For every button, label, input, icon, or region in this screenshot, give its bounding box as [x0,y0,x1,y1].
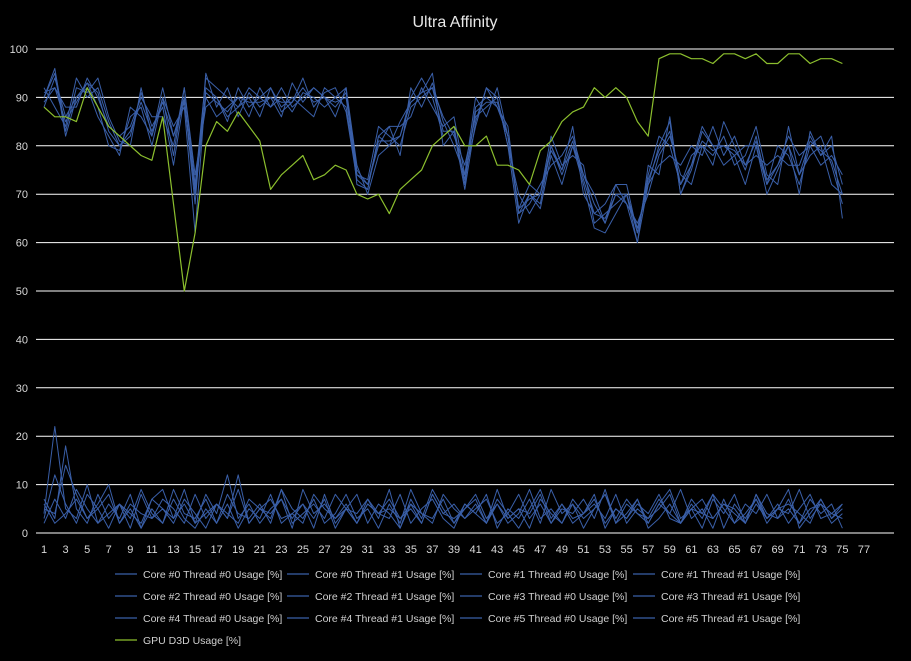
y-tick-label: 100 [10,44,28,56]
legend: Core #0 Thread #0 Usage [%] Core #0 Threa… [115,569,800,647]
x-tick-label: 63 [707,544,719,556]
series-line-1 [43,72,843,244]
y-tick-label: 40 [16,334,28,346]
x-tick-label: 77 [858,544,870,556]
legend-label: Core #4 Thread #1 Usage [%] [315,613,454,625]
y-tick-label: 10 [16,480,28,492]
legend-label: Core #2 Thread #1 Usage [%] [315,591,454,603]
x-tick-label: 55 [621,544,633,556]
x-tick-label: 5 [84,544,90,556]
x-tick-label: 1 [41,544,47,556]
x-tick-label: 7 [106,544,112,556]
x-tick-label: 11 [146,544,157,556]
x-tick-label: 69 [772,544,784,556]
legend-label: Core #3 Thread #0 Usage [%] [488,591,627,603]
series-line-9 [43,67,843,244]
x-tick-label: 47 [534,544,546,556]
y-axis-ticks: 0 10 20 30 40 50 60 70 80 90 100 [10,44,28,540]
series-line-13 [43,53,843,292]
series-line-12 [43,488,843,524]
y-tick-label: 80 [16,141,28,153]
x-tick-label: 67 [750,544,762,556]
y-tick-label: 20 [16,431,28,443]
x-tick-label: 27 [318,544,330,556]
x-tick-label: 33 [383,544,395,556]
x-tick-label: 59 [664,544,676,556]
x-tick-label: 3 [63,544,69,556]
x-tick-label: 37 [426,544,438,556]
x-tick-label: 43 [491,544,503,556]
x-tick-label: 65 [728,544,740,556]
x-tick-label: 57 [642,544,654,556]
series-line-3 [43,72,843,234]
x-tick-label: 29 [340,544,352,556]
series-line-11 [43,82,843,234]
series-line-8 [43,426,843,529]
y-tick-label: 60 [16,238,28,250]
y-tick-label: 70 [16,189,28,201]
series-layer [43,53,843,529]
x-tick-label: 53 [599,544,611,556]
x-tick-label: 23 [275,544,287,556]
y-tick-label: 90 [16,92,28,104]
x-tick-label: 71 [793,544,805,556]
x-tick-label: 45 [513,544,525,556]
y-tick-label: 50 [16,286,28,298]
legend-label: Core #0 Thread #0 Usage [%] [143,569,282,581]
x-tick-label: 75 [836,544,848,556]
legend-label: Core #3 Thread #1 Usage [%] [661,591,800,603]
x-tick-label: 49 [556,544,568,556]
legend-label: Core #2 Thread #0 Usage [%] [143,591,282,603]
x-tick-label: 13 [167,544,179,556]
y-tick-label: 0 [22,528,28,540]
x-tick-label: 15 [189,544,201,556]
x-tick-label: 19 [232,544,244,556]
x-tick-label: 73 [815,544,827,556]
x-tick-label: 21 [254,544,266,556]
legend-label: Core #0 Thread #1 Usage [%] [315,569,454,581]
x-tick-label: 39 [448,544,460,556]
x-tick-label: 41 [469,544,481,556]
series-line-2 [43,474,843,529]
x-tick-label: 25 [297,544,309,556]
x-tick-label: 61 [685,544,697,556]
legend-label: Core #5 Thread #1 Usage [%] [661,613,800,625]
legend-label: GPU D3D Usage [%] [143,635,241,647]
x-tick-label: 9 [127,544,133,556]
series-line-6 [43,488,843,529]
y-tick-label: 30 [16,383,28,395]
x-axis-ticks: 1 3 5 7 9 11 13 15 17 19 21 23 25 27 29 31 33 35 37 39 41 43 4… [41,544,870,556]
x-tick-label: 35 [405,544,417,556]
legend-label: Core #4 Thread #0 Usage [%] [143,613,282,625]
x-tick-label: 31 [362,544,374,556]
x-tick-label: 17 [211,544,223,556]
legend-label: Core #5 Thread #0 Usage [%] [488,613,627,625]
chart-title: Ultra Affinity [412,14,497,31]
legend-label: Core #1 Thread #1 Usage [%] [661,569,800,581]
x-tick-label: 51 [577,544,589,556]
legend-label: Core #1 Thread #0 Usage [%] [488,569,627,581]
